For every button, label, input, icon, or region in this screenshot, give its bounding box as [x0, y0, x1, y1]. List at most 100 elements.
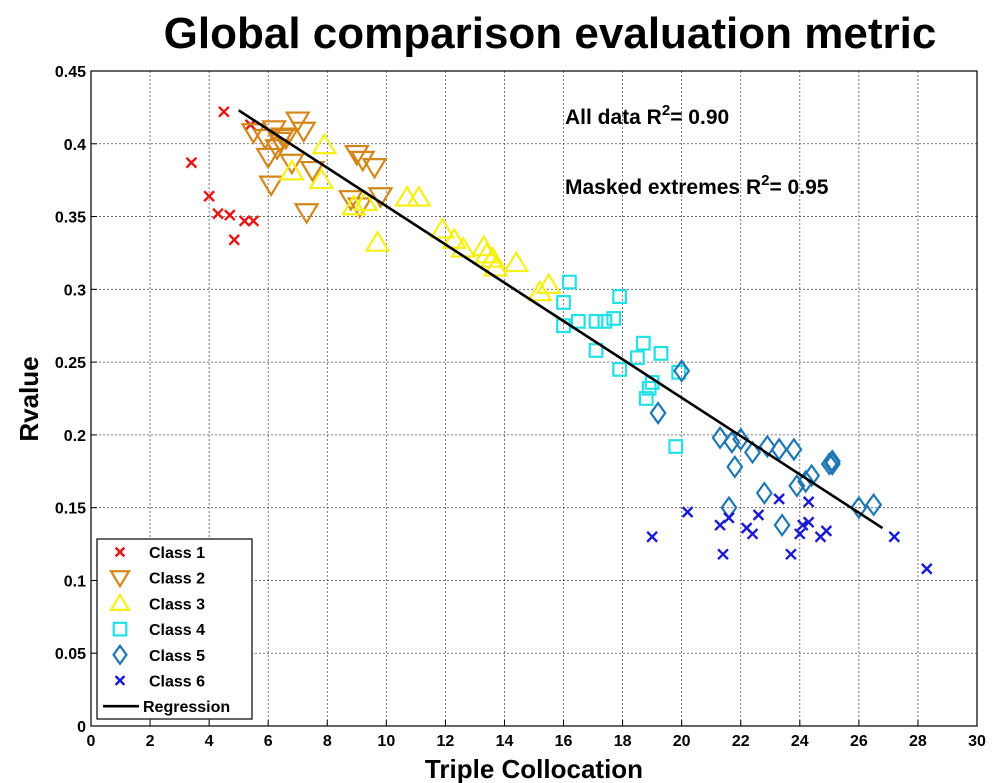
- legend-label: Class 4: [149, 622, 205, 639]
- r-squared-annotation: Masked extremes R2= 0.95: [565, 172, 829, 199]
- data-point: [773, 513, 791, 538]
- legend-label: Class 3: [149, 596, 205, 613]
- x-tick-label: 0: [87, 733, 96, 750]
- data-point: [255, 147, 282, 170]
- legend: Class 1 Class 2 Class 3 Class 4 Class 5 Class…: [96, 538, 253, 720]
- x-tick-label: 24: [791, 733, 809, 750]
- data-point: [352, 189, 379, 212]
- data-point: [673, 358, 691, 383]
- data-point: [570, 313, 586, 329]
- series-4: [556, 274, 687, 454]
- data-point: [888, 530, 901, 543]
- series-3: [278, 132, 562, 302]
- legend-marker: [112, 621, 128, 637]
- data-point: [755, 481, 773, 505]
- data-point: [732, 427, 750, 452]
- y-tick-label: 0.2: [64, 428, 86, 445]
- data-point: [823, 449, 841, 473]
- data-point: [752, 509, 765, 521]
- legend-marker: [109, 592, 131, 611]
- chart-title: Global comparison evaluation metric: [164, 9, 937, 58]
- x-tick-label: 22: [732, 733, 750, 750]
- y-tick-label: 0: [77, 719, 86, 736]
- data-point: [653, 345, 669, 361]
- data-point: [278, 158, 305, 181]
- data-point: [638, 391, 654, 406]
- x-tick-label: 28: [909, 733, 927, 750]
- x-tick-label: 10: [377, 733, 395, 750]
- legend-marker: [109, 570, 131, 589]
- x-tick-label: 8: [323, 733, 332, 750]
- x-tick-label: 4: [205, 733, 214, 750]
- data-point: [606, 311, 622, 326]
- data-point: [773, 493, 785, 505]
- data-point: [308, 167, 335, 190]
- data-point: [785, 437, 803, 462]
- y-tick-label: 0.4: [64, 137, 86, 154]
- data-point: [723, 512, 735, 524]
- data-point: [588, 343, 604, 358]
- data-point: [850, 495, 868, 520]
- data-point: [823, 452, 841, 476]
- legend-marker: [114, 546, 126, 558]
- series-6: [646, 493, 933, 575]
- data-point: [203, 190, 215, 202]
- series-2: [240, 111, 394, 225]
- x-tick-label: 16: [555, 733, 573, 750]
- legend-label: Regression: [143, 699, 230, 716]
- y-tick-label: 0.45: [55, 64, 86, 81]
- data-point: [597, 313, 613, 329]
- legend-label: Class 6: [149, 674, 205, 691]
- data-point: [218, 105, 230, 118]
- data-point: [711, 425, 729, 450]
- data-point: [794, 528, 806, 540]
- legend-marker: [112, 643, 128, 666]
- data-point: [185, 156, 198, 169]
- data-point: [290, 121, 317, 144]
- data-point: [299, 160, 326, 183]
- data-point: [270, 127, 296, 150]
- data-point: [726, 455, 744, 479]
- legend-box: [96, 538, 253, 720]
- x-tick-label: 18: [614, 733, 632, 750]
- data-point: [394, 185, 420, 207]
- data-point: [272, 128, 299, 151]
- data-point: [224, 209, 236, 221]
- data-point: [802, 516, 815, 529]
- data-point: [293, 203, 320, 225]
- y-tick-label: 0.25: [55, 355, 86, 372]
- y-tick-label: 0.15: [55, 501, 86, 518]
- data-point: [441, 227, 468, 249]
- series-1: [185, 105, 260, 246]
- data-point: [361, 158, 388, 180]
- annotations: All data R2= 0.90 Masked extremes R2= 0.9…: [565, 102, 829, 199]
- data-point: [264, 139, 291, 161]
- data-point: [788, 473, 806, 498]
- x-tick-label: 26: [850, 733, 868, 750]
- data-point: [278, 153, 305, 176]
- data-point: [343, 144, 370, 167]
- y-tick-label: 0.3: [64, 282, 86, 299]
- regression-line: [237, 109, 884, 530]
- data-point: [612, 361, 628, 377]
- data-point: [503, 250, 530, 273]
- x-tick-label: 12: [437, 733, 455, 750]
- x-axis-label: Triple Collocation: [425, 754, 643, 783]
- data-point: [340, 193, 367, 216]
- data-point: [240, 123, 267, 145]
- y-tick-label: 0.05: [55, 646, 86, 663]
- data-point: [556, 295, 571, 310]
- data-point: [364, 230, 391, 252]
- data-point: [681, 506, 694, 518]
- data-point: [562, 274, 577, 290]
- y-tick-label: 0.35: [55, 210, 86, 227]
- data-point: [526, 279, 553, 302]
- axis-ticks: 0 2 4 6 8 10 12 14 16 18 20 22 24 26 28 3000.050.10.150…: [55, 64, 986, 750]
- series-5: [649, 358, 883, 538]
- x-tick-label: 20: [673, 733, 691, 750]
- data-point: [649, 401, 667, 425]
- data-point: [796, 519, 809, 531]
- data-point: [802, 496, 815, 508]
- data-point: [785, 548, 797, 561]
- data-point: [473, 241, 500, 264]
